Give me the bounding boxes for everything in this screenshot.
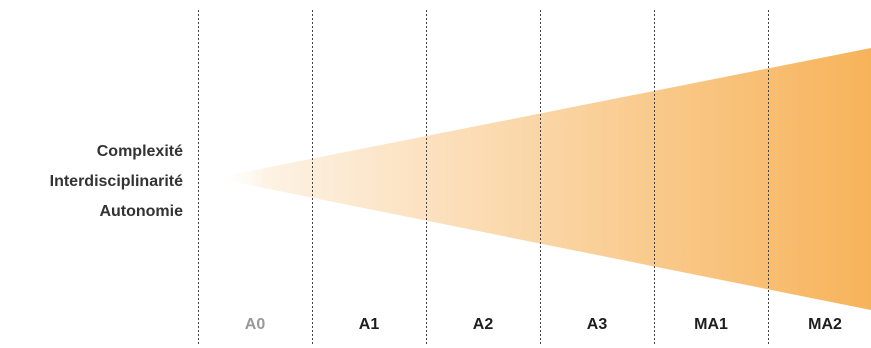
phase-label-ma1: MA1 [694, 316, 728, 333]
label-interdisciplinarite: Interdisciplinarité [49, 173, 183, 190]
phase-label-ma2: MA2 [808, 316, 842, 333]
dimension-labels: Complexité Interdisciplinarité Autonomie [50, 137, 183, 227]
phase-label-a2: A2 [472, 316, 494, 333]
phase-label-a3: A3 [586, 316, 608, 333]
phase-label-a0: A0 [244, 316, 266, 333]
label-complexite: Complexité [96, 143, 183, 160]
progression-wedge [214, 48, 871, 310]
label-autonomie: Autonomie [99, 203, 183, 220]
phase-label-a1: A1 [358, 316, 380, 333]
